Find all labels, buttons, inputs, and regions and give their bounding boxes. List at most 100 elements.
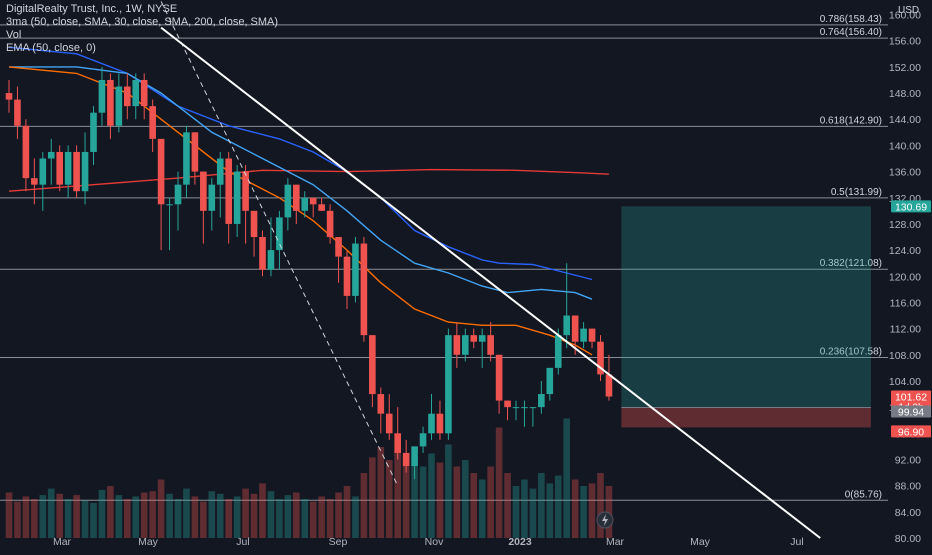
candle-body[interactable]: [200, 171, 207, 211]
volume-bar: [605, 486, 613, 538]
candle-body[interactable]: [39, 158, 47, 185]
candle-body[interactable]: [453, 335, 461, 355]
candle-body[interactable]: [233, 171, 241, 224]
candle-body[interactable]: [293, 184, 300, 211]
candle-body[interactable]: [326, 210, 334, 238]
candle-body[interactable]: [512, 407, 520, 409]
candle-body[interactable]: [31, 178, 38, 185]
ma-line[interactable]: [8, 46, 593, 281]
candle-body[interactable]: [445, 335, 452, 434]
candle-body[interactable]: [22, 125, 30, 179]
candle-body[interactable]: [47, 151, 55, 159]
fib-label: 0.236(107.58): [820, 347, 882, 358]
candle-body[interactable]: [276, 217, 283, 251]
candle-body[interactable]: [369, 335, 376, 395]
candle-body[interactable]: [538, 394, 545, 408]
candle-body[interactable]: [571, 315, 579, 342]
fib-label: 0.5(131.99): [831, 187, 882, 198]
candle-body[interactable]: [149, 106, 156, 139]
candle-body[interactable]: [166, 204, 173, 206]
time-tick-label: Mar: [606, 536, 625, 548]
volume-indicator-label[interactable]: Vol: [6, 29, 22, 41]
candle-body[interactable]: [377, 394, 385, 414]
candle-body[interactable]: [343, 256, 351, 296]
candle-body[interactable]: [563, 315, 570, 336]
candle-body[interactable]: [56, 151, 63, 185]
candle-body[interactable]: [73, 151, 80, 192]
candle-body[interactable]: [115, 86, 123, 126]
candle-body[interactable]: [385, 413, 393, 434]
candle-body[interactable]: [132, 79, 140, 107]
lightning-icon[interactable]: [596, 511, 614, 529]
profit-zone[interactable]: [621, 206, 871, 408]
candle-body[interactable]: [529, 407, 537, 409]
volume-bar: [124, 499, 131, 538]
candle-body[interactable]: [107, 79, 114, 126]
candle-body[interactable]: [64, 151, 72, 185]
candle-body[interactable]: [157, 138, 165, 205]
candle-body[interactable]: [140, 79, 148, 107]
candle-body[interactable]: [597, 341, 604, 375]
ma-indicator-label[interactable]: 3ma (50, close, SMA, 30, close, SMA, 200…: [6, 16, 279, 28]
candle-body[interactable]: [216, 158, 224, 185]
candle-body[interactable]: [14, 99, 21, 126]
price-tick-label: 160.00: [889, 10, 921, 22]
candle-body[interactable]: [124, 86, 131, 107]
candle-body[interactable]: [360, 243, 368, 336]
candle-body[interactable]: [301, 197, 309, 211]
candle-body[interactable]: [191, 132, 199, 172]
candle-body[interactable]: [588, 328, 596, 342]
candle-body[interactable]: [335, 237, 342, 257]
candle-body[interactable]: [462, 335, 469, 355]
volume-bar: [81, 500, 89, 538]
candle-body[interactable]: [402, 452, 410, 467]
candle-body[interactable]: [259, 237, 266, 270]
candle-body[interactable]: [208, 184, 216, 211]
candle-body[interactable]: [352, 243, 359, 296]
candle-body[interactable]: [242, 171, 249, 211]
candle-body[interactable]: [504, 400, 511, 408]
candle-body[interactable]: [605, 374, 613, 397]
candle-body[interactable]: [546, 367, 554, 395]
candle-body[interactable]: [5, 93, 13, 100]
candle-body[interactable]: [309, 197, 317, 205]
candle-body[interactable]: [580, 328, 587, 342]
candle-body[interactable]: [225, 158, 232, 224]
symbol-title[interactable]: DigitalRealty Trust, Inc., 1W, NYSE: [6, 3, 178, 15]
solid-trendline[interactable]: [160, 26, 821, 539]
candle-body[interactable]: [419, 433, 427, 447]
candle-body[interactable]: [174, 184, 182, 205]
candle-body[interactable]: [81, 151, 89, 192]
price-tick-label: 148.00: [889, 88, 921, 100]
candle-body[interactable]: [411, 446, 418, 467]
candle-body[interactable]: [428, 413, 435, 434]
candle-body[interactable]: [98, 79, 106, 113]
candle-body[interactable]: [318, 204, 325, 211]
volume-bar: [216, 493, 224, 538]
candle-body[interactable]: [394, 433, 401, 453]
volume-bar: [174, 499, 182, 538]
candle-body[interactable]: [478, 335, 486, 342]
volume-bar: [115, 495, 123, 538]
loss-zone[interactable]: [621, 407, 871, 428]
candle-body[interactable]: [470, 335, 478, 342]
candle-body[interactable]: [267, 250, 275, 270]
candle-body[interactable]: [90, 112, 97, 152]
candle-body[interactable]: [521, 407, 528, 409]
candle-body[interactable]: [487, 335, 494, 355]
candle-body[interactable]: [250, 210, 258, 238]
ma-line[interactable]: [8, 168, 609, 192]
price-badge[interactable]: [891, 405, 931, 418]
ma-line[interactable]: [9, 66, 593, 300]
ma-line[interactable]: [8, 66, 593, 356]
price-tick-label: 108.00: [889, 350, 921, 362]
candle-body[interactable]: [554, 335, 562, 368]
ema-indicator-label[interactable]: EMA (50, close, 0): [6, 42, 96, 54]
candle-body[interactable]: [495, 354, 503, 401]
price-badge[interactable]: [891, 200, 931, 213]
candle-body[interactable]: [436, 413, 444, 434]
candle-body[interactable]: [183, 132, 190, 185]
price-badge[interactable]: [891, 425, 931, 438]
candle-body[interactable]: [284, 184, 292, 218]
